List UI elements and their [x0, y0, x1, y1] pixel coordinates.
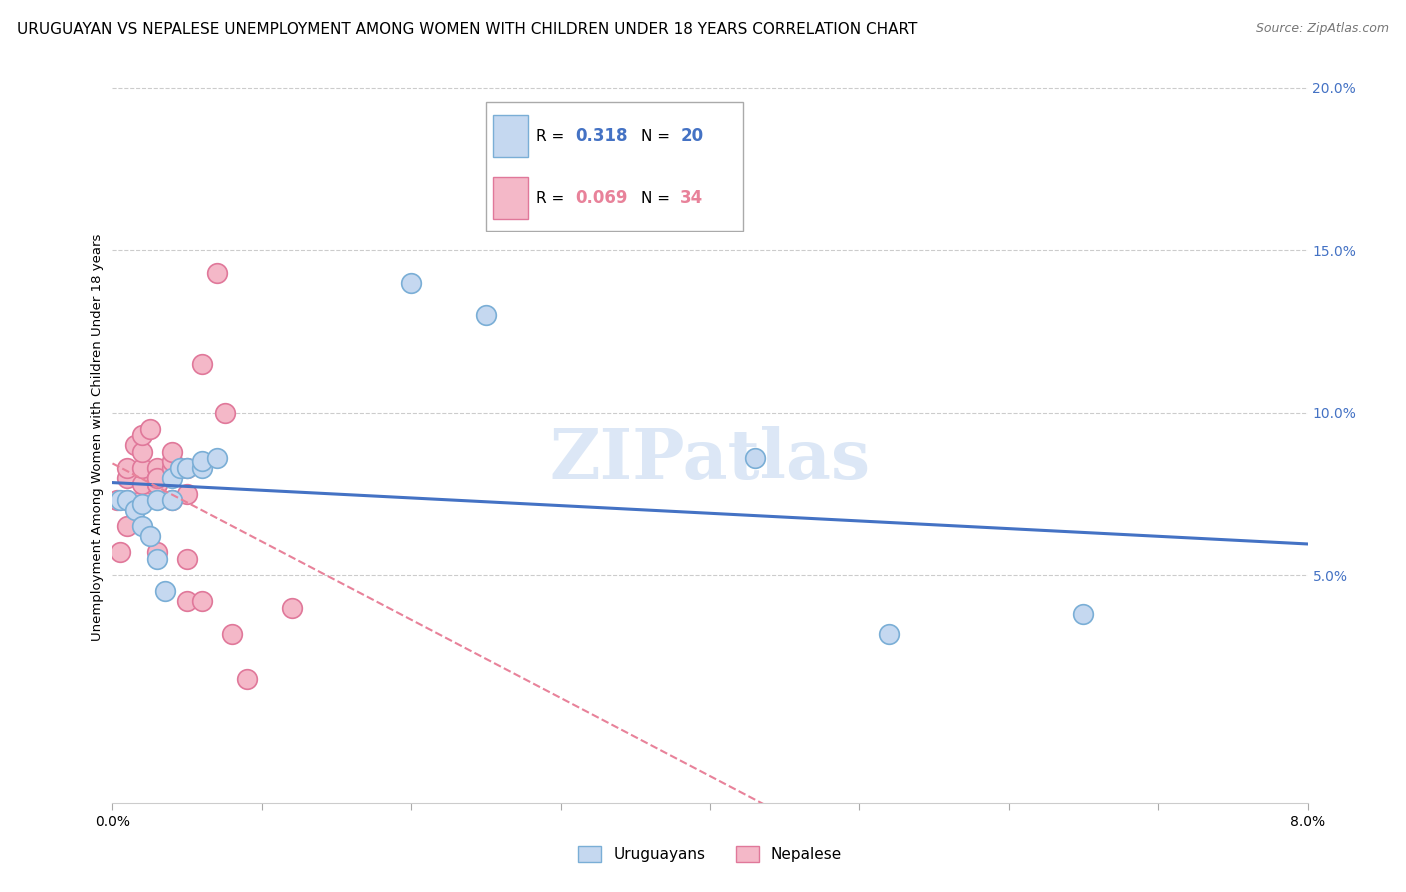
- Point: [205, 266, 228, 280]
- Point: [176, 461, 198, 475]
- Point: [162, 493, 183, 508]
- Point: [146, 471, 169, 485]
- Point: [191, 454, 214, 468]
- Point: [131, 428, 153, 442]
- Point: [146, 477, 169, 491]
- Point: [146, 493, 169, 508]
- Text: Source: ZipAtlas.com: Source: ZipAtlas.com: [1256, 22, 1389, 36]
- Point: [146, 552, 169, 566]
- Point: [124, 438, 146, 452]
- Point: [1073, 607, 1095, 622]
- Point: [221, 626, 243, 640]
- Point: [162, 461, 183, 475]
- Point: [153, 584, 176, 599]
- Point: [131, 444, 153, 458]
- Point: [169, 461, 191, 475]
- Point: [146, 545, 169, 559]
- Point: [139, 422, 162, 436]
- Point: [176, 487, 198, 501]
- Point: [401, 276, 423, 290]
- Point: [236, 673, 259, 687]
- Point: [124, 503, 146, 517]
- Point: [146, 461, 169, 475]
- Point: [108, 493, 131, 508]
- Point: [176, 461, 198, 475]
- Point: [162, 471, 183, 485]
- Point: [162, 444, 183, 458]
- Point: [108, 545, 131, 559]
- Point: [117, 493, 139, 508]
- Point: [131, 493, 153, 508]
- Point: [744, 451, 766, 466]
- Point: [191, 357, 214, 371]
- Point: [214, 406, 236, 420]
- Point: [139, 529, 162, 543]
- Point: [117, 493, 139, 508]
- Point: [176, 594, 198, 608]
- Point: [105, 493, 128, 508]
- Point: [131, 461, 153, 475]
- Point: [117, 471, 139, 485]
- Point: [191, 594, 214, 608]
- Point: [131, 477, 153, 491]
- Point: [176, 552, 198, 566]
- Point: [191, 461, 214, 475]
- Y-axis label: Unemployment Among Women with Children Under 18 years: Unemployment Among Women with Children U…: [91, 234, 104, 640]
- Point: [117, 519, 139, 533]
- Point: [131, 497, 153, 511]
- Point: [117, 461, 139, 475]
- Legend: Uruguayans, Nepalese: Uruguayans, Nepalese: [572, 840, 848, 868]
- Point: [475, 308, 498, 322]
- Point: [205, 451, 228, 466]
- Text: ZIPatlas: ZIPatlas: [550, 425, 870, 492]
- Point: [162, 454, 183, 468]
- Point: [146, 477, 169, 491]
- Text: URUGUAYAN VS NEPALESE UNEMPLOYMENT AMONG WOMEN WITH CHILDREN UNDER 18 YEARS CORR: URUGUAYAN VS NEPALESE UNEMPLOYMENT AMONG…: [17, 22, 917, 37]
- Point: [281, 600, 304, 615]
- Point: [162, 493, 183, 508]
- Point: [131, 519, 153, 533]
- Point: [146, 471, 169, 485]
- Point: [877, 626, 901, 640]
